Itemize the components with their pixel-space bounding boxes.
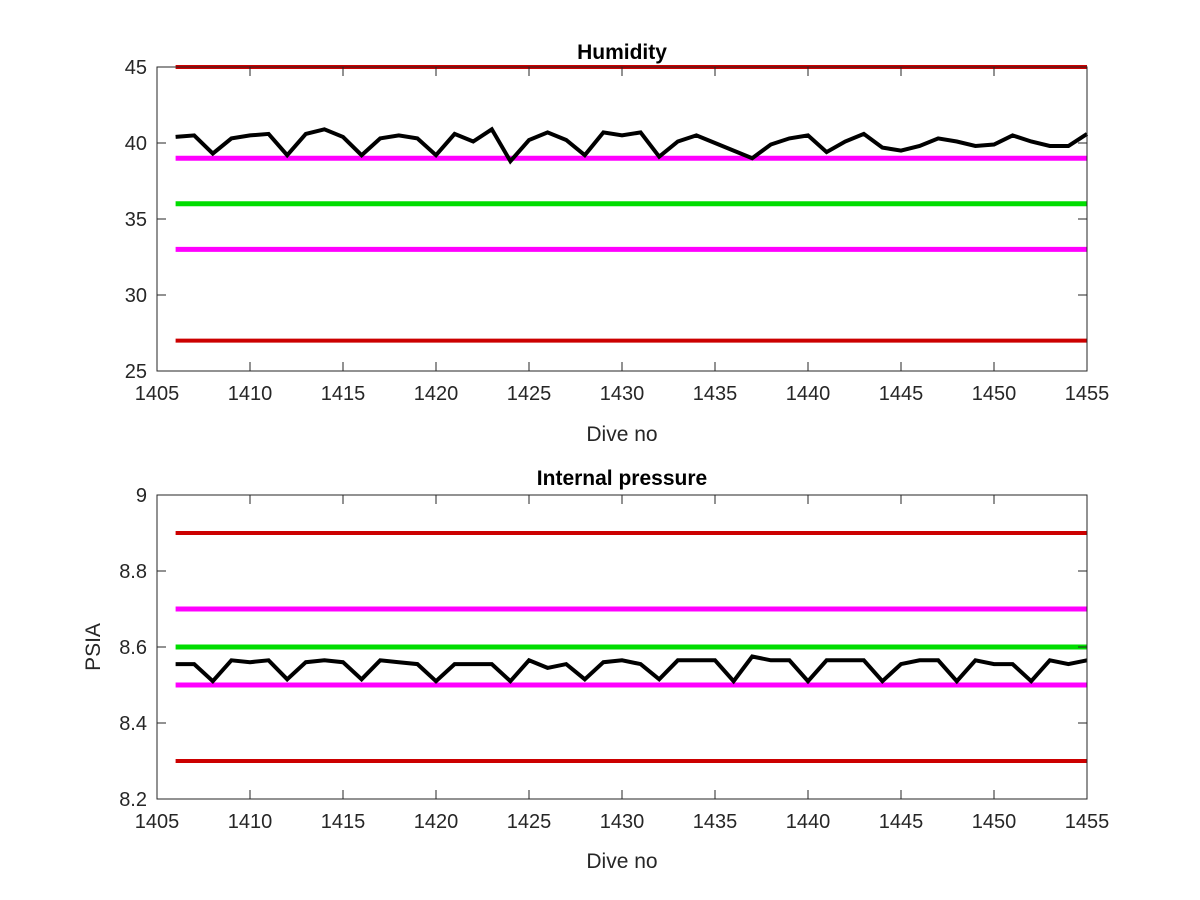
- humidity-axes-box: [156, 66, 1088, 372]
- pressure-x-tick-label: 1415: [321, 811, 366, 833]
- humidity-y-tick-label: 35: [125, 209, 147, 231]
- humidity-x-tick-label: 1455: [1065, 383, 1110, 405]
- internal-pressure-panel: 1405 1410 1415 1420 1425 1430 1435 1440 1445 1450…: [82, 467, 1109, 873]
- pressure-measurement-line: [175, 654, 1088, 685]
- humidity-y-tick-label: 45: [125, 57, 147, 79]
- pressure-x-tick-label: 1430: [600, 811, 645, 833]
- humidity-title: Humidity: [577, 41, 667, 64]
- pressure-y-tick-label: 8.8: [119, 561, 147, 583]
- pressure-x-tick-label: 1445: [879, 811, 924, 833]
- humidity-x-tick-label: 1445: [879, 383, 924, 405]
- humidity-ticks: 1405 1410 1415 1420 1425 1430 1435 1440 1445 1450…: [125, 57, 1110, 405]
- pressure-series-group: [175, 531, 1088, 763]
- humidity-series-group: [175, 65, 1089, 343]
- pressure-title: Internal pressure: [537, 467, 707, 490]
- pressure-x-tick-label: 1425: [507, 811, 552, 833]
- pressure-x-tick-label: 1440: [786, 811, 831, 833]
- pressure-ticks: 1405 1410 1415 1420 1425 1430 1435 1440 1445 1450…: [119, 485, 1109, 833]
- humidity-x-tick-label: 1410: [228, 383, 273, 405]
- pressure-y-tick-label: 9: [136, 485, 147, 507]
- humidity-panel: 1405 1410 1415 1420 1425 1430 1435 1440 1445 1450…: [125, 41, 1110, 446]
- pressure-y-tick-label: 8.2: [119, 789, 147, 811]
- humidity-x-tick-label: 1430: [600, 383, 645, 405]
- humidity-measurement-line: [175, 126, 1089, 165]
- pressure-x-tick-label: 1450: [972, 811, 1017, 833]
- humidity-x-tick-label: 1415: [321, 383, 366, 405]
- pressure-x-tick-label: 1410: [228, 811, 273, 833]
- humidity-x-axis-label: Dive no: [586, 423, 657, 446]
- humidity-x-tick-label: 1425: [507, 383, 552, 405]
- pressure-x-tick-label: 1455: [1065, 811, 1110, 833]
- humidity-x-tick-label: 1440: [786, 383, 831, 405]
- pressure-x-tick-label: 1435: [693, 811, 738, 833]
- pressure-y-tick-label: 8.6: [119, 637, 147, 659]
- humidity-y-tick-label: 25: [125, 361, 147, 383]
- humidity-y-tick-label: 30: [125, 285, 147, 307]
- pressure-x-axis-label: Dive no: [586, 850, 657, 873]
- pressure-y-axis-label: PSIA: [82, 623, 105, 671]
- humidity-x-tick-label: 1435: [693, 383, 738, 405]
- pressure-x-tick-label: 1405: [135, 811, 180, 833]
- humidity-x-tick-label: 1420: [414, 383, 459, 405]
- pressure-y-tick-label: 8.4: [119, 713, 147, 735]
- humidity-x-tick-label: 1450: [972, 383, 1017, 405]
- humidity-y-tick-label: 40: [125, 133, 147, 155]
- humidity-x-tick-label: 1405: [135, 383, 180, 405]
- pressure-x-tick-label: 1420: [414, 811, 459, 833]
